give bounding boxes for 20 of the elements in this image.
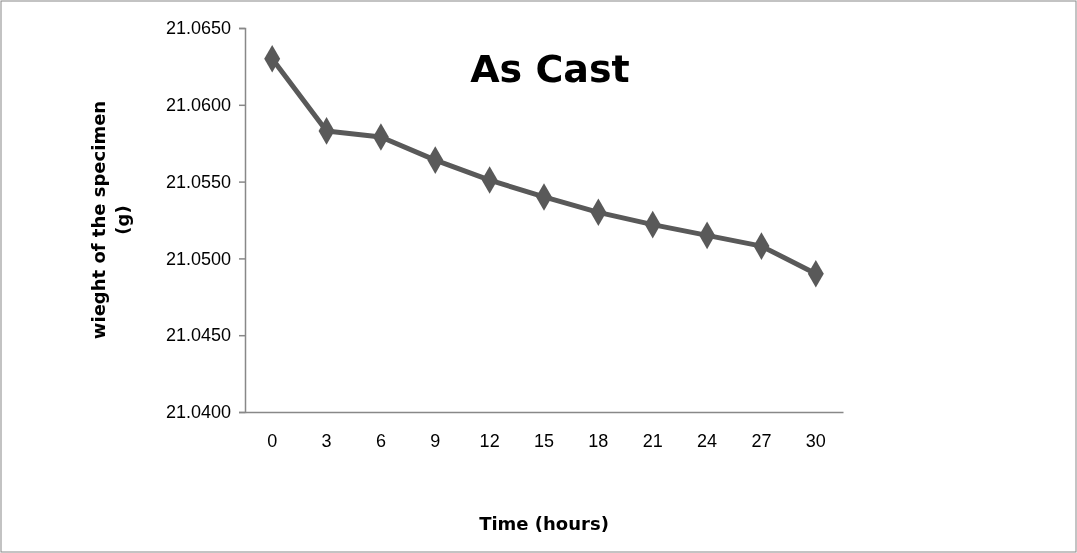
x-tick-label: 27 [751, 430, 772, 451]
x-tick-label: 6 [375, 430, 386, 451]
y-tick-label: 21.0600 [165, 95, 231, 116]
y-tick-label: 21.0550 [165, 171, 231, 192]
text: As Cast [470, 47, 630, 91]
x-tick-label: 30 [805, 430, 826, 451]
x-tick-label: 18 [588, 430, 609, 451]
x-tick-label: 21 [642, 430, 663, 451]
x-tick-label: 3 [321, 430, 332, 451]
x-axis-title: Time (hours) [479, 513, 609, 534]
x-tick-label: 15 [533, 430, 555, 451]
y-tick-label: 21.0400 [165, 402, 231, 423]
x-tick-label: 9 [430, 430, 441, 451]
y-tick-label: 21.0450 [165, 325, 231, 346]
x-tick-label: 12 [479, 430, 500, 451]
y-axis-title: wieght of the specimen (g) [88, 100, 133, 340]
x-tick-label: 0 [267, 430, 278, 451]
y-tick-label: 21.0500 [165, 248, 231, 269]
x-tick-label: 24 [697, 430, 718, 451]
y-tick-label: 21.0650 [165, 18, 231, 39]
